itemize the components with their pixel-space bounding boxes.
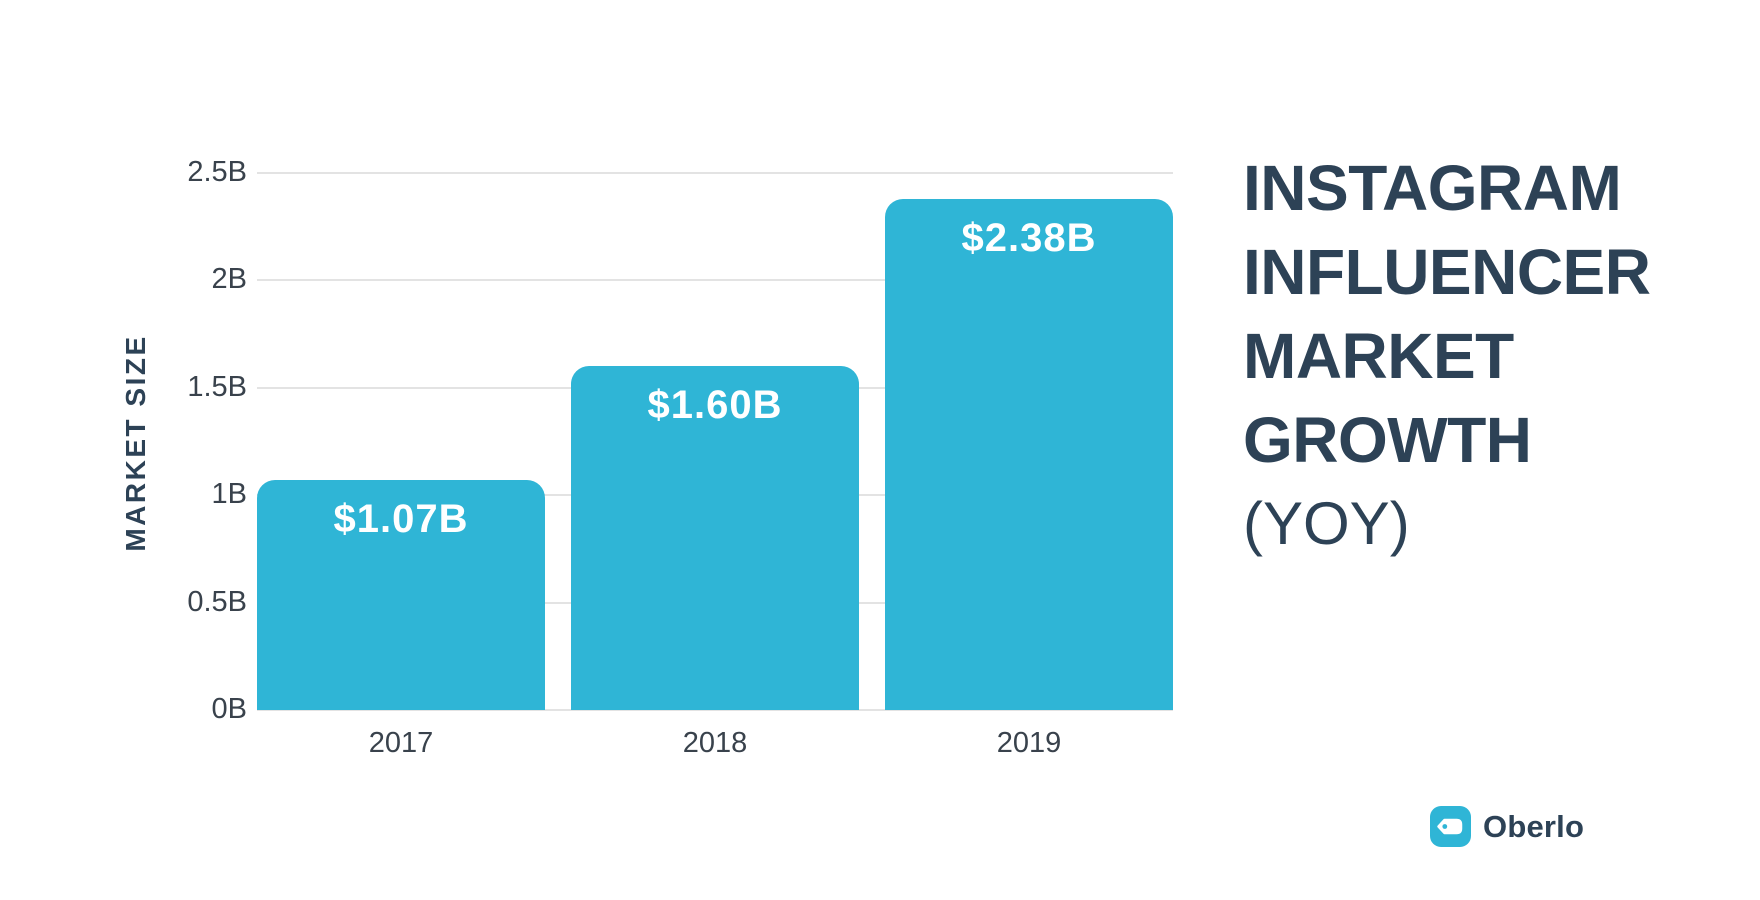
y-tick-label: 1.5B [187, 370, 247, 403]
price-tag-icon [1430, 806, 1471, 847]
gridline [257, 279, 1173, 282]
y-tick-label: 1B [211, 478, 247, 511]
y-axis-title: MARKET SIZE [120, 334, 151, 552]
bar-value-label: $1.07B [333, 497, 469, 542]
gridline [257, 709, 1173, 711]
chart-title: INSTAGRAM INFLUENCER MARKET GROWTH (YOY) [1243, 146, 1651, 566]
chart-title-line: GROWTH [1243, 404, 1532, 476]
x-tick-label: 2018 [682, 727, 748, 759]
bar-value-label: $1.60B [647, 383, 783, 428]
bar-value-label: $2.38B [961, 215, 1097, 260]
chart-title-line: MARKET [1243, 320, 1514, 392]
x-tick-label: 2017 [368, 727, 434, 759]
y-tick-label: 2B [211, 263, 247, 296]
chart-title-line: INSTAGRAM [1243, 152, 1622, 224]
bar: $2.38B [885, 198, 1173, 710]
y-tick-label: 2.5B [187, 155, 247, 188]
chart-subtitle: (YOY) [1243, 490, 1410, 557]
y-tick-label: 0.5B [187, 585, 247, 618]
brand-name: Oberlo [1483, 808, 1585, 844]
gridline [257, 172, 1173, 174]
bar: $1.07B [257, 480, 545, 710]
oberlo-logo: Oberlo [1430, 806, 1584, 847]
chart-title-line: INFLUENCER [1243, 236, 1651, 308]
bar: $1.60B [571, 366, 859, 710]
x-tick-label: 2019 [996, 727, 1062, 759]
y-tick-label: 0B [211, 692, 247, 725]
plot-area: 2.5B 2B 1.5B 1B 0.5B 0B $1.07B 2017 $1.60B 2018 $2… [187, 156, 1173, 759]
